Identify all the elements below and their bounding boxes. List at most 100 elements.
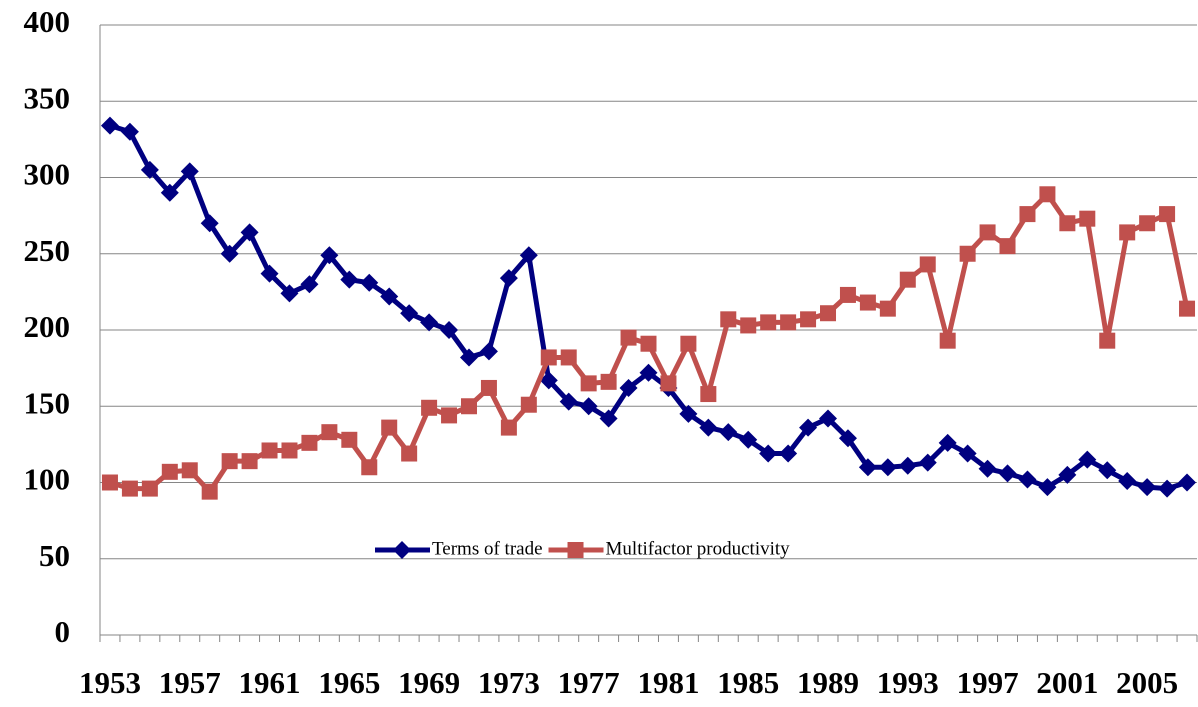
point — [839, 286, 856, 303]
point — [460, 398, 477, 415]
point — [720, 311, 737, 328]
point — [361, 459, 378, 476]
x-tick-label: 1957 — [159, 665, 221, 700]
point — [579, 397, 598, 416]
point — [221, 453, 238, 470]
point — [978, 459, 997, 478]
point — [140, 160, 159, 179]
point — [321, 424, 338, 441]
point — [100, 116, 119, 135]
point — [719, 423, 738, 442]
point — [301, 434, 318, 451]
point — [180, 162, 199, 181]
point — [479, 342, 498, 361]
point — [380, 287, 399, 306]
point — [1058, 465, 1077, 484]
point — [320, 246, 339, 265]
y-tick-label: 0 — [55, 614, 71, 649]
point — [120, 122, 139, 141]
point — [1139, 215, 1156, 232]
x-tick-label: 1989 — [797, 665, 859, 700]
point — [938, 433, 957, 452]
point — [1079, 210, 1096, 227]
point — [1159, 206, 1176, 223]
point — [560, 349, 577, 366]
series-line — [109, 123, 1188, 492]
point — [1039, 186, 1056, 203]
point — [260, 264, 279, 283]
point — [161, 463, 178, 480]
point — [160, 183, 179, 202]
point — [360, 273, 379, 292]
point — [381, 419, 398, 436]
point — [440, 321, 459, 339]
point — [918, 453, 937, 472]
y-tick-label: 100 — [24, 462, 71, 497]
point — [780, 314, 797, 331]
point — [341, 431, 358, 448]
y-tick-label: 200 — [24, 309, 71, 344]
point — [1158, 479, 1177, 498]
point — [539, 371, 558, 390]
point — [919, 256, 936, 273]
x-tick-label: 1997 — [957, 665, 1019, 700]
point — [1118, 471, 1137, 490]
y-tick-label: 150 — [24, 385, 71, 420]
point — [859, 294, 876, 311]
point — [340, 270, 359, 289]
point — [401, 445, 418, 462]
point — [760, 314, 777, 331]
point — [600, 373, 617, 390]
point — [999, 238, 1016, 255]
x-tick-label: 1953 — [79, 665, 141, 700]
point — [241, 453, 258, 470]
x-tick-label: 1977 — [558, 665, 620, 700]
point — [740, 317, 757, 334]
point — [300, 275, 319, 294]
point — [819, 409, 838, 428]
x-tick-label: 1973 — [478, 665, 540, 700]
point — [220, 244, 239, 263]
point — [400, 304, 419, 323]
point — [1119, 224, 1136, 241]
point — [619, 378, 638, 397]
point — [858, 458, 877, 477]
point — [421, 399, 438, 416]
point — [280, 284, 299, 303]
point — [1018, 470, 1037, 489]
y-tick-label: 50 — [39, 538, 70, 573]
point — [1138, 478, 1157, 497]
x-tick-label: 2005 — [1116, 665, 1178, 700]
x-tick-label: 2001 — [1036, 665, 1098, 700]
x-tick-label: 1969 — [398, 665, 460, 700]
point — [540, 349, 557, 366]
point — [959, 245, 976, 262]
x-tick-label: 1965 — [318, 665, 380, 700]
point — [878, 458, 897, 477]
point — [559, 392, 578, 411]
point — [759, 444, 778, 463]
point — [739, 430, 758, 449]
point — [101, 474, 118, 491]
point — [939, 332, 956, 349]
point — [519, 246, 538, 265]
point — [700, 386, 717, 403]
point — [898, 456, 917, 475]
point — [699, 418, 718, 437]
point — [639, 363, 658, 382]
point — [1178, 473, 1197, 492]
point — [799, 418, 818, 437]
legend-label: Multifactor productivity — [606, 538, 791, 559]
point — [620, 329, 637, 346]
y-tick-label: 300 — [24, 157, 71, 192]
point — [1098, 461, 1117, 480]
point — [1179, 300, 1196, 317]
y-tick-label: 400 — [24, 4, 71, 39]
x-tick-label: 1981 — [637, 665, 699, 700]
point — [599, 409, 618, 428]
point — [779, 444, 798, 463]
point — [1059, 215, 1076, 232]
point — [240, 223, 259, 242]
